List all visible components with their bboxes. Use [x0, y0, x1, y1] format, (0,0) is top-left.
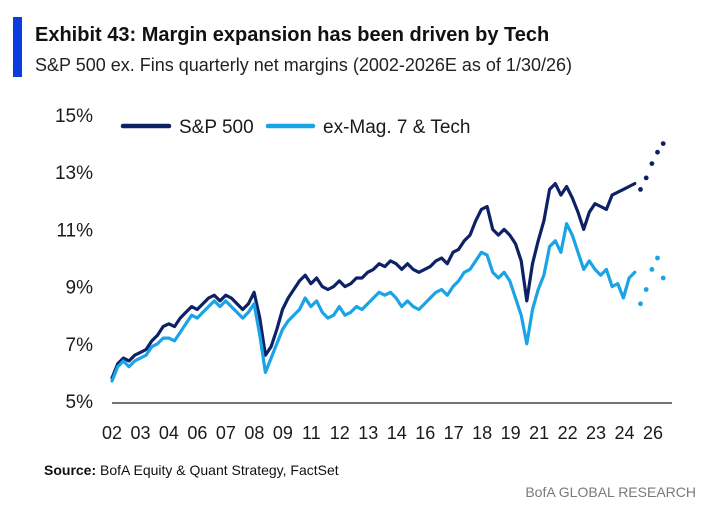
- x-tick-label: 03: [130, 423, 150, 443]
- x-tick-label: 11: [302, 423, 321, 443]
- series-layer: [110, 141, 666, 383]
- x-tick-label: 04: [159, 423, 179, 443]
- x-tick-label: 24: [615, 423, 635, 443]
- ex-mag7-tech-estimate-point: [660, 275, 666, 281]
- source-note: Source: BofA Equity & Quant Strategy, Fa…: [44, 462, 339, 478]
- x-tick-label: 26: [643, 423, 663, 443]
- x-tick-label: 13: [358, 423, 378, 443]
- x-tick-label: 06: [187, 423, 207, 443]
- sp500-estimate-point: [649, 161, 655, 167]
- x-tick-label: 18: [472, 423, 492, 443]
- y-tick-label: 13%: [55, 163, 93, 184]
- x-tick-label: 16: [415, 423, 435, 443]
- x-tick-label: 12: [330, 423, 350, 443]
- x-tick-label: 22: [558, 423, 578, 443]
- ex-mag7-tech-estimate-point: [638, 301, 643, 307]
- sp500-estimate-point: [660, 141, 666, 147]
- x-tick-label: 08: [244, 423, 264, 443]
- y-tick-label: 5%: [66, 392, 94, 413]
- y-tick-label: 7%: [66, 335, 94, 356]
- y-tick-label: 9%: [66, 278, 94, 299]
- ex-mag7-tech-estimate-point: [643, 287, 649, 292]
- source-text: BofA Equity & Quant Strategy, FactSet: [96, 462, 339, 478]
- sp500-estimate-point: [638, 187, 643, 192]
- x-tick-label: 19: [501, 423, 521, 443]
- y-tick-label: 15%: [55, 106, 93, 127]
- brand-footer: BofA GLOBAL RESEARCH: [525, 484, 696, 500]
- ex-mag7-tech-line: [110, 222, 637, 383]
- chart-title: Exhibit 43: Margin expansion has been dr…: [35, 24, 550, 46]
- x-tick-label: 07: [216, 423, 236, 443]
- legend-label: S&P 500: [179, 117, 254, 138]
- x-axis-ticks: 02 03 04 06 07 08 09 11 12 13 14 16 17 18 19 21 22 23 24 26: [102, 423, 663, 443]
- ex-mag7-tech-estimate-point: [655, 255, 660, 261]
- source-label: Source:: [44, 462, 97, 478]
- legend-label: ex-Mag. 7 & Tech: [323, 117, 471, 138]
- x-tick-label: 14: [387, 423, 407, 443]
- x-tick-label: 23: [586, 423, 606, 443]
- x-tick-label: 17: [444, 423, 464, 443]
- chart-subtitle: S&P 500 ex. Fins quarterly net margins (…: [35, 55, 572, 75]
- title-accent-bar: [13, 17, 22, 77]
- x-tick-label: 21: [529, 423, 549, 443]
- x-tick-label: 02: [102, 423, 122, 443]
- x-tick-label: 09: [273, 423, 293, 443]
- ex-mag7-tech-estimate-point: [649, 267, 655, 272]
- legend: S&P 500 ex-Mag. 7 & Tech: [120, 117, 471, 138]
- y-tick-label: 11%: [56, 220, 93, 241]
- sp500-estimate-point: [643, 175, 649, 181]
- sp500-line: [110, 182, 637, 380]
- y-axis-ticks: 5% 7% 9% 11% 13% 15%: [55, 106, 93, 413]
- sp500-estimate-point: [655, 149, 660, 155]
